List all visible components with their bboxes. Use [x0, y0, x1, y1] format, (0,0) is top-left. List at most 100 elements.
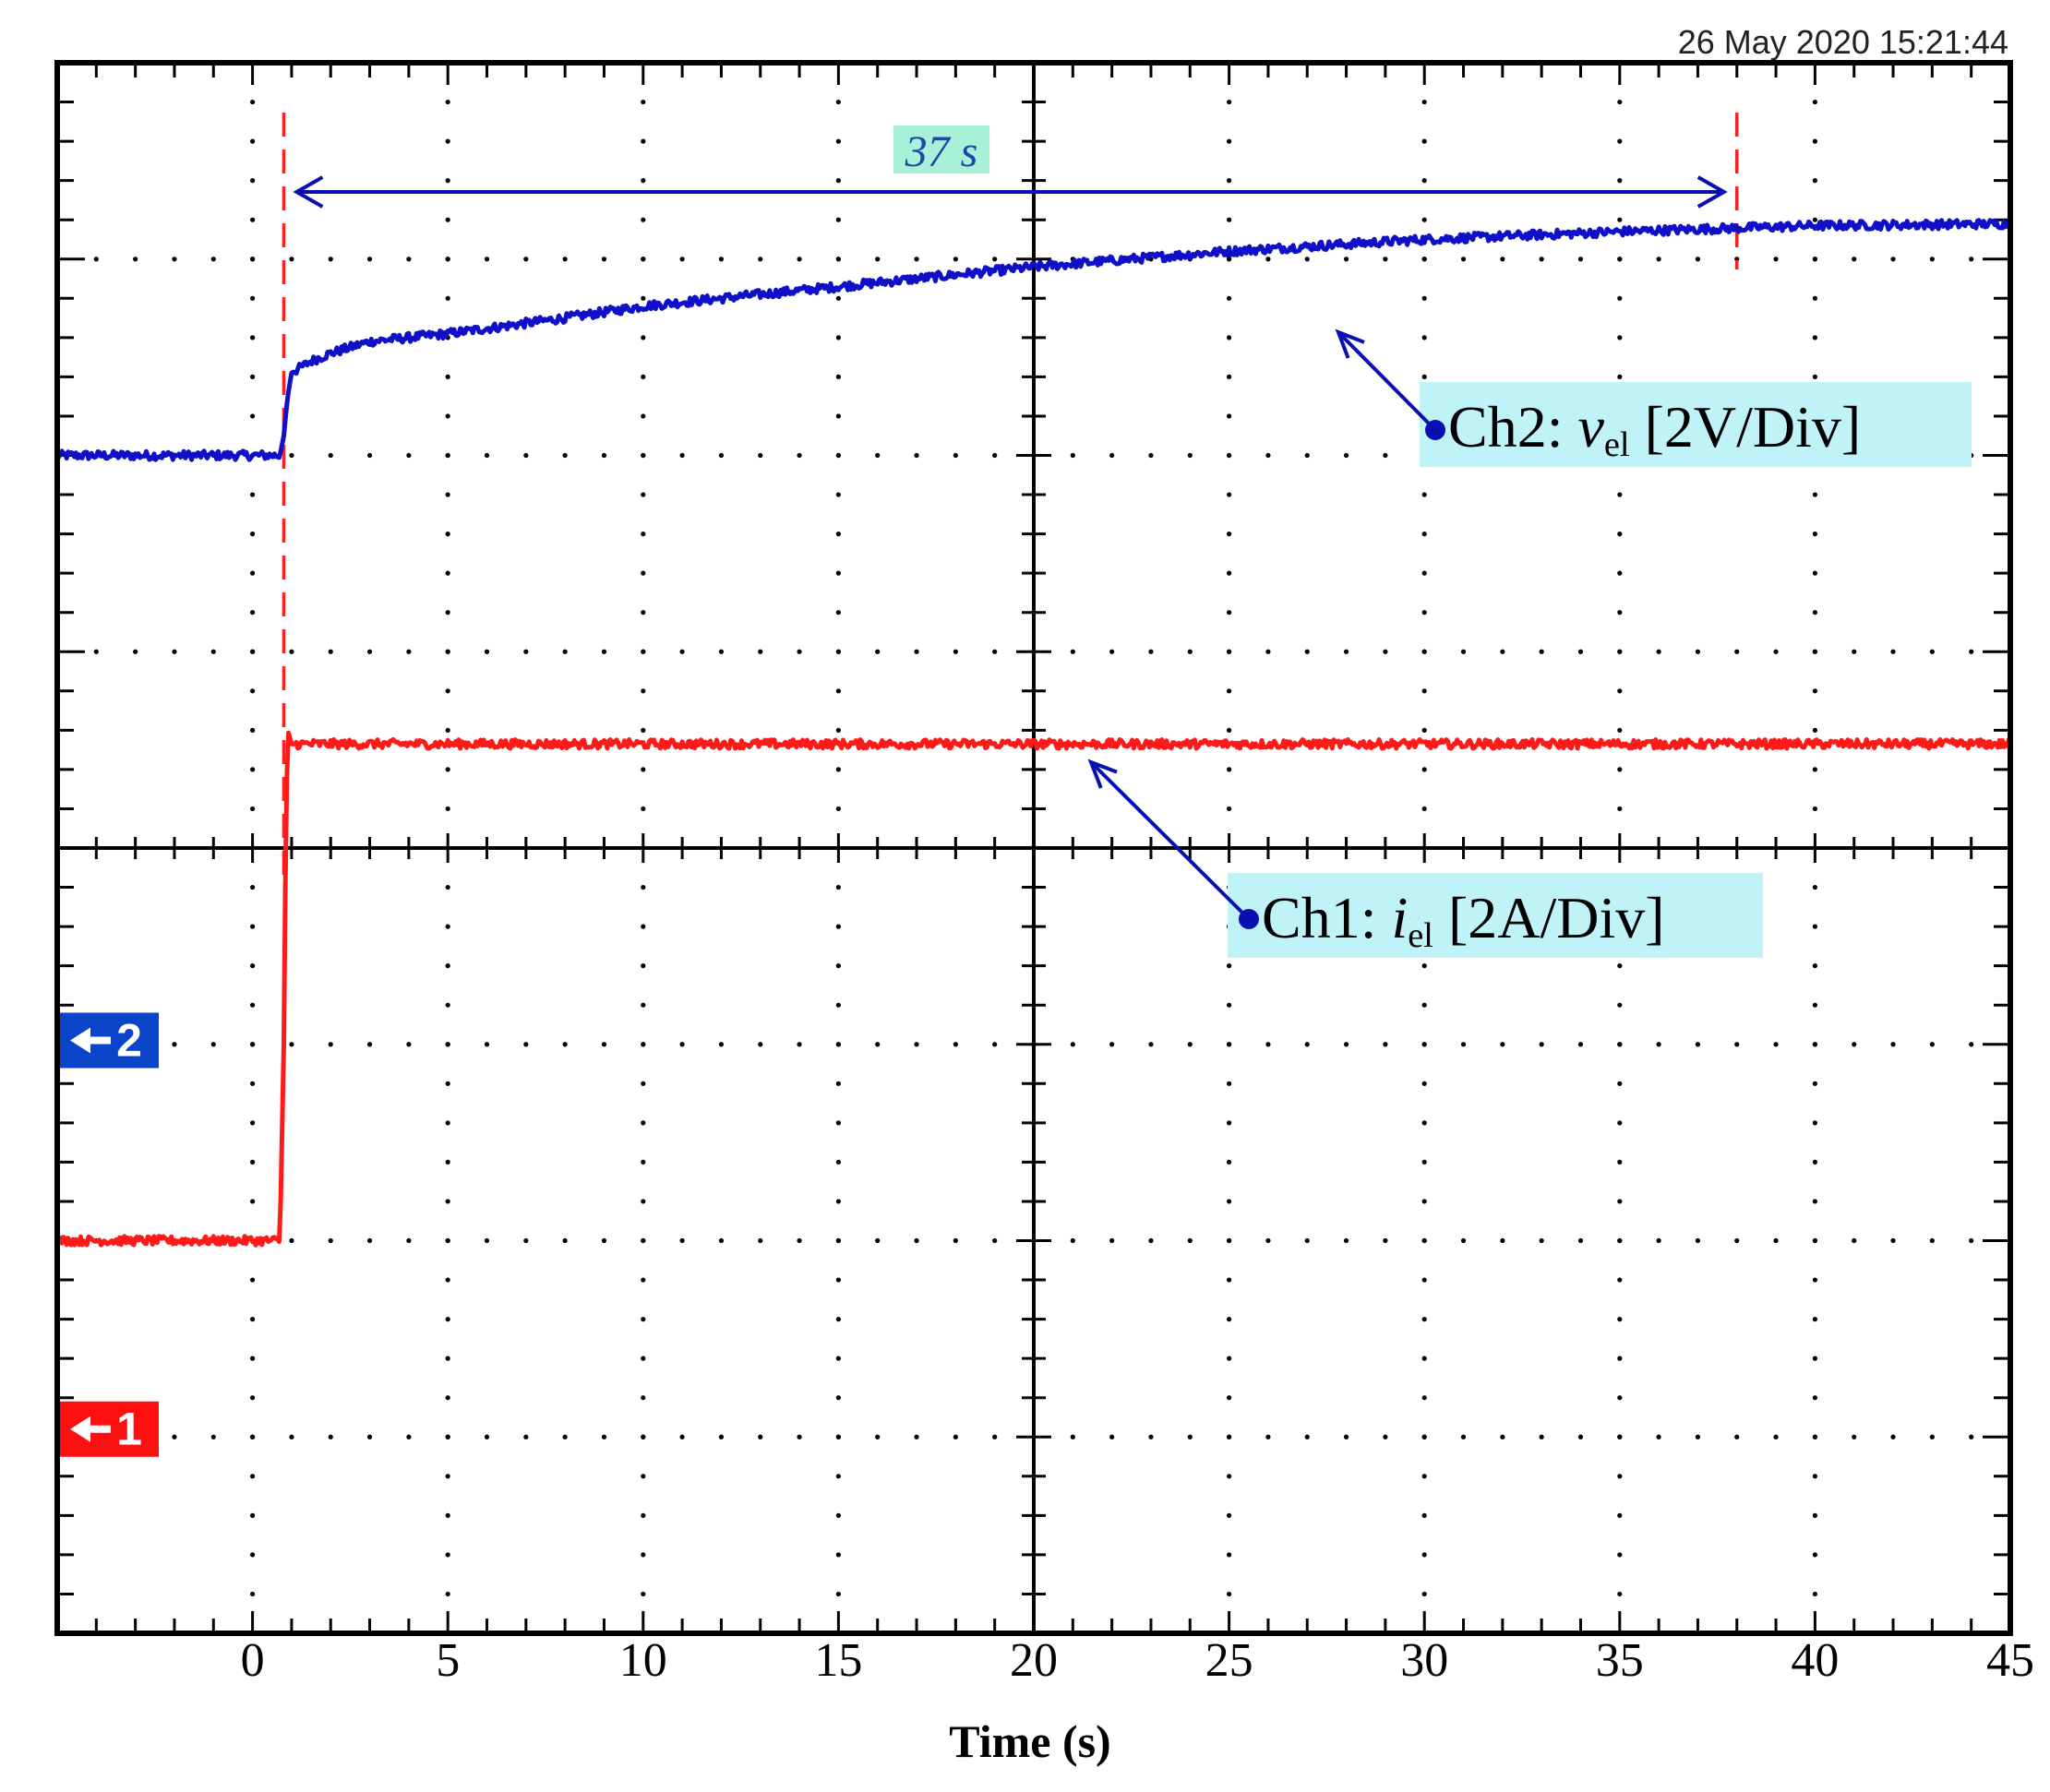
grid-dot: [210, 1434, 216, 1440]
grid-dot: [445, 963, 450, 969]
grid-dot: [1812, 492, 1817, 497]
grid-dot: [1265, 1434, 1271, 1440]
grid-dot: [1969, 649, 1974, 654]
grid-dot: [1812, 257, 1817, 262]
grid-dot: [1812, 1002, 1817, 1008]
grid-dot: [1148, 649, 1154, 654]
grid-dot: [1812, 727, 1817, 733]
grid-dot: [641, 138, 646, 144]
grid-dot: [1812, 1042, 1817, 1047]
grid-dot: [484, 1237, 490, 1244]
grid-dot: [1734, 1042, 1740, 1047]
grid-dot: [601, 257, 607, 262]
grid-dot: [250, 806, 256, 812]
grid-dot: [210, 257, 216, 262]
grid-dot: [406, 1042, 412, 1047]
grid-dot: [835, 1512, 842, 1518]
grid-dot: [1070, 1237, 1075, 1244]
grid-dot: [250, 217, 256, 222]
grid-dot: [250, 532, 256, 537]
grid-dot: [1929, 649, 1935, 654]
grid-dot: [445, 1120, 450, 1126]
grid-dot: [250, 257, 256, 262]
grid-dot: [1617, 1434, 1623, 1440]
grid-dot: [289, 1434, 294, 1440]
grid-dot: [445, 257, 450, 262]
measurement-label-bg: [893, 125, 989, 173]
grid-dot: [641, 1002, 646, 1008]
grid-dot: [523, 1434, 529, 1440]
grid-dot: [250, 767, 256, 772]
grid-dot: [1812, 178, 1817, 184]
grid-dot: [1890, 1434, 1896, 1440]
grid-dot: [172, 1042, 177, 1047]
grid-dot: [1890, 1237, 1896, 1244]
grid-dot: [172, 1434, 177, 1440]
grid-dot: [992, 452, 998, 459]
grid-dot: [835, 1159, 842, 1165]
grid-dot: [641, 1552, 646, 1558]
grid-dot: [1617, 1317, 1623, 1322]
grid-dot: [1617, 217, 1623, 222]
grid-dot: [1227, 1512, 1232, 1518]
grid-dot: [289, 649, 294, 654]
grid-dot: [250, 1199, 256, 1204]
grid-dot: [1421, 610, 1427, 615]
grid-dot: [1304, 1237, 1310, 1244]
grid-dot: [641, 806, 646, 812]
ch2-ground-marker-arrow-icon: [70, 1027, 90, 1054]
grid-dot: [718, 452, 725, 459]
grid-dot: [1812, 1552, 1817, 1558]
grid-dot: [1812, 963, 1817, 969]
grid-dot: [1343, 1237, 1349, 1244]
grid-dot: [953, 452, 958, 459]
grid-dot: [1812, 1237, 1817, 1244]
grid-dot: [1617, 335, 1623, 340]
grid-dot: [484, 257, 490, 262]
grid-dot: [641, 532, 646, 537]
grid-dot: [835, 1042, 842, 1047]
grid-dot: [133, 257, 138, 262]
grid-dot: [641, 413, 646, 419]
grid-dot: [1812, 649, 1817, 654]
grid-dot: [1812, 688, 1817, 694]
grid-dot: [1617, 374, 1623, 379]
grid-dot: [1617, 1474, 1623, 1479]
grid-dot: [835, 963, 842, 969]
grid-dot: [1617, 178, 1623, 184]
grid-dot: [1421, 767, 1427, 772]
grid-dot: [1617, 806, 1623, 812]
measurement-arrowhead-left: [293, 175, 324, 209]
grid-dot: [835, 570, 842, 576]
grid-dot: [250, 1317, 256, 1322]
grid-dot: [1227, 217, 1232, 222]
ch2-annotation-arrow: [1337, 330, 1437, 432]
grid-dot: [1070, 452, 1075, 459]
grid-dot: [835, 138, 842, 144]
grid-dot: [328, 1237, 333, 1244]
measurement-label: 37 s: [905, 127, 978, 176]
grid-dot: [1187, 649, 1193, 654]
grid-dot: [1577, 1434, 1584, 1440]
grid-dot: [484, 649, 490, 654]
grid-dot: [250, 649, 256, 654]
grid-dot: [875, 1237, 881, 1244]
grid-dot: [484, 1042, 490, 1047]
grid-dot: [1421, 217, 1427, 222]
grid-dot: [484, 1434, 490, 1440]
grid-dot: [1421, 335, 1427, 340]
grid-dot: [1656, 257, 1661, 262]
grid-dot: [1421, 1042, 1427, 1047]
grid-dot: [1812, 532, 1817, 537]
grid-dot: [758, 1237, 763, 1244]
grid-dot: [1148, 1042, 1154, 1047]
grid-dot: [1227, 1591, 1232, 1597]
grid-dot: [1070, 1434, 1075, 1440]
ch2-annotation-arrowhead: [1335, 329, 1365, 359]
grid-dot: [1812, 1317, 1817, 1322]
grid-dot: [914, 1042, 919, 1047]
grid-dot: [172, 649, 177, 654]
grid-dot: [1383, 649, 1388, 654]
grid-dot: [1656, 1434, 1661, 1440]
grid-dot: [1460, 649, 1467, 654]
